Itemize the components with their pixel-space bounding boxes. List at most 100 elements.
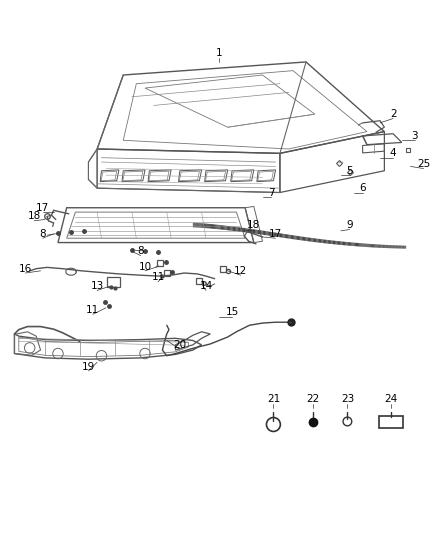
Polygon shape <box>395 245 396 248</box>
Polygon shape <box>244 228 245 232</box>
Polygon shape <box>241 228 243 232</box>
Polygon shape <box>344 241 345 245</box>
Polygon shape <box>330 240 332 244</box>
Polygon shape <box>377 244 378 248</box>
Polygon shape <box>276 233 277 237</box>
Polygon shape <box>326 240 328 244</box>
Polygon shape <box>401 246 402 248</box>
Polygon shape <box>348 242 349 246</box>
Polygon shape <box>269 231 270 236</box>
Polygon shape <box>298 236 299 240</box>
Polygon shape <box>383 245 384 248</box>
Polygon shape <box>372 244 373 247</box>
Polygon shape <box>339 241 340 245</box>
Polygon shape <box>305 237 307 241</box>
Polygon shape <box>270 232 271 236</box>
Polygon shape <box>314 238 315 242</box>
Text: 5: 5 <box>346 166 353 176</box>
Polygon shape <box>221 225 222 230</box>
Polygon shape <box>324 239 325 244</box>
Polygon shape <box>294 236 296 239</box>
Polygon shape <box>365 244 367 247</box>
Polygon shape <box>202 223 203 228</box>
Polygon shape <box>223 225 224 230</box>
Text: 19: 19 <box>82 361 95 372</box>
Polygon shape <box>398 245 399 248</box>
Polygon shape <box>340 241 342 245</box>
Polygon shape <box>353 243 355 246</box>
Text: 7: 7 <box>268 188 275 198</box>
Polygon shape <box>279 233 280 237</box>
Polygon shape <box>402 246 403 248</box>
Polygon shape <box>318 239 319 243</box>
Polygon shape <box>206 224 207 228</box>
Text: 23: 23 <box>341 394 354 404</box>
Polygon shape <box>381 245 382 248</box>
Polygon shape <box>393 245 394 248</box>
Polygon shape <box>345 242 346 246</box>
Text: 18: 18 <box>28 212 41 221</box>
Polygon shape <box>384 245 385 248</box>
Polygon shape <box>389 245 390 248</box>
Polygon shape <box>367 244 368 247</box>
Polygon shape <box>239 227 240 232</box>
Polygon shape <box>390 245 391 248</box>
Text: 16: 16 <box>19 264 32 273</box>
Text: 2: 2 <box>390 109 396 119</box>
Polygon shape <box>388 245 389 248</box>
Polygon shape <box>215 224 216 229</box>
Text: 12: 12 <box>234 266 247 276</box>
Polygon shape <box>297 236 298 240</box>
Polygon shape <box>302 237 303 240</box>
Polygon shape <box>374 244 375 247</box>
Text: 13: 13 <box>91 281 104 291</box>
Polygon shape <box>224 225 226 230</box>
Polygon shape <box>361 243 362 247</box>
Text: 9: 9 <box>346 220 353 230</box>
Polygon shape <box>254 229 255 233</box>
Polygon shape <box>373 244 374 247</box>
Polygon shape <box>405 246 406 249</box>
Polygon shape <box>259 230 260 235</box>
Text: 8: 8 <box>138 246 144 256</box>
Polygon shape <box>271 232 272 236</box>
Polygon shape <box>219 225 221 230</box>
Polygon shape <box>338 241 339 245</box>
Polygon shape <box>194 223 195 228</box>
Polygon shape <box>385 245 386 248</box>
Polygon shape <box>392 245 393 248</box>
Polygon shape <box>404 246 405 248</box>
Polygon shape <box>382 245 383 248</box>
Polygon shape <box>320 239 321 243</box>
Text: 1: 1 <box>215 49 223 58</box>
Polygon shape <box>400 246 401 248</box>
Polygon shape <box>334 241 335 245</box>
Polygon shape <box>307 237 309 241</box>
Text: 18: 18 <box>247 220 261 230</box>
Text: 10: 10 <box>138 262 152 271</box>
Polygon shape <box>380 245 381 248</box>
Text: 11: 11 <box>86 305 99 315</box>
Polygon shape <box>249 229 250 233</box>
Polygon shape <box>299 236 300 240</box>
Polygon shape <box>342 241 343 245</box>
Polygon shape <box>335 241 336 245</box>
Polygon shape <box>358 243 359 246</box>
Polygon shape <box>210 224 211 229</box>
Polygon shape <box>285 234 286 238</box>
Polygon shape <box>368 244 369 247</box>
Polygon shape <box>283 234 285 238</box>
Polygon shape <box>274 232 275 237</box>
Text: 15: 15 <box>226 307 239 317</box>
Polygon shape <box>216 224 217 229</box>
Polygon shape <box>351 243 353 246</box>
Polygon shape <box>253 229 254 233</box>
Polygon shape <box>370 244 371 247</box>
Polygon shape <box>217 225 219 229</box>
Polygon shape <box>396 245 397 248</box>
Text: 21: 21 <box>267 394 280 404</box>
Polygon shape <box>261 230 263 235</box>
Polygon shape <box>362 244 364 247</box>
Text: 4: 4 <box>390 148 396 158</box>
Polygon shape <box>255 230 257 234</box>
